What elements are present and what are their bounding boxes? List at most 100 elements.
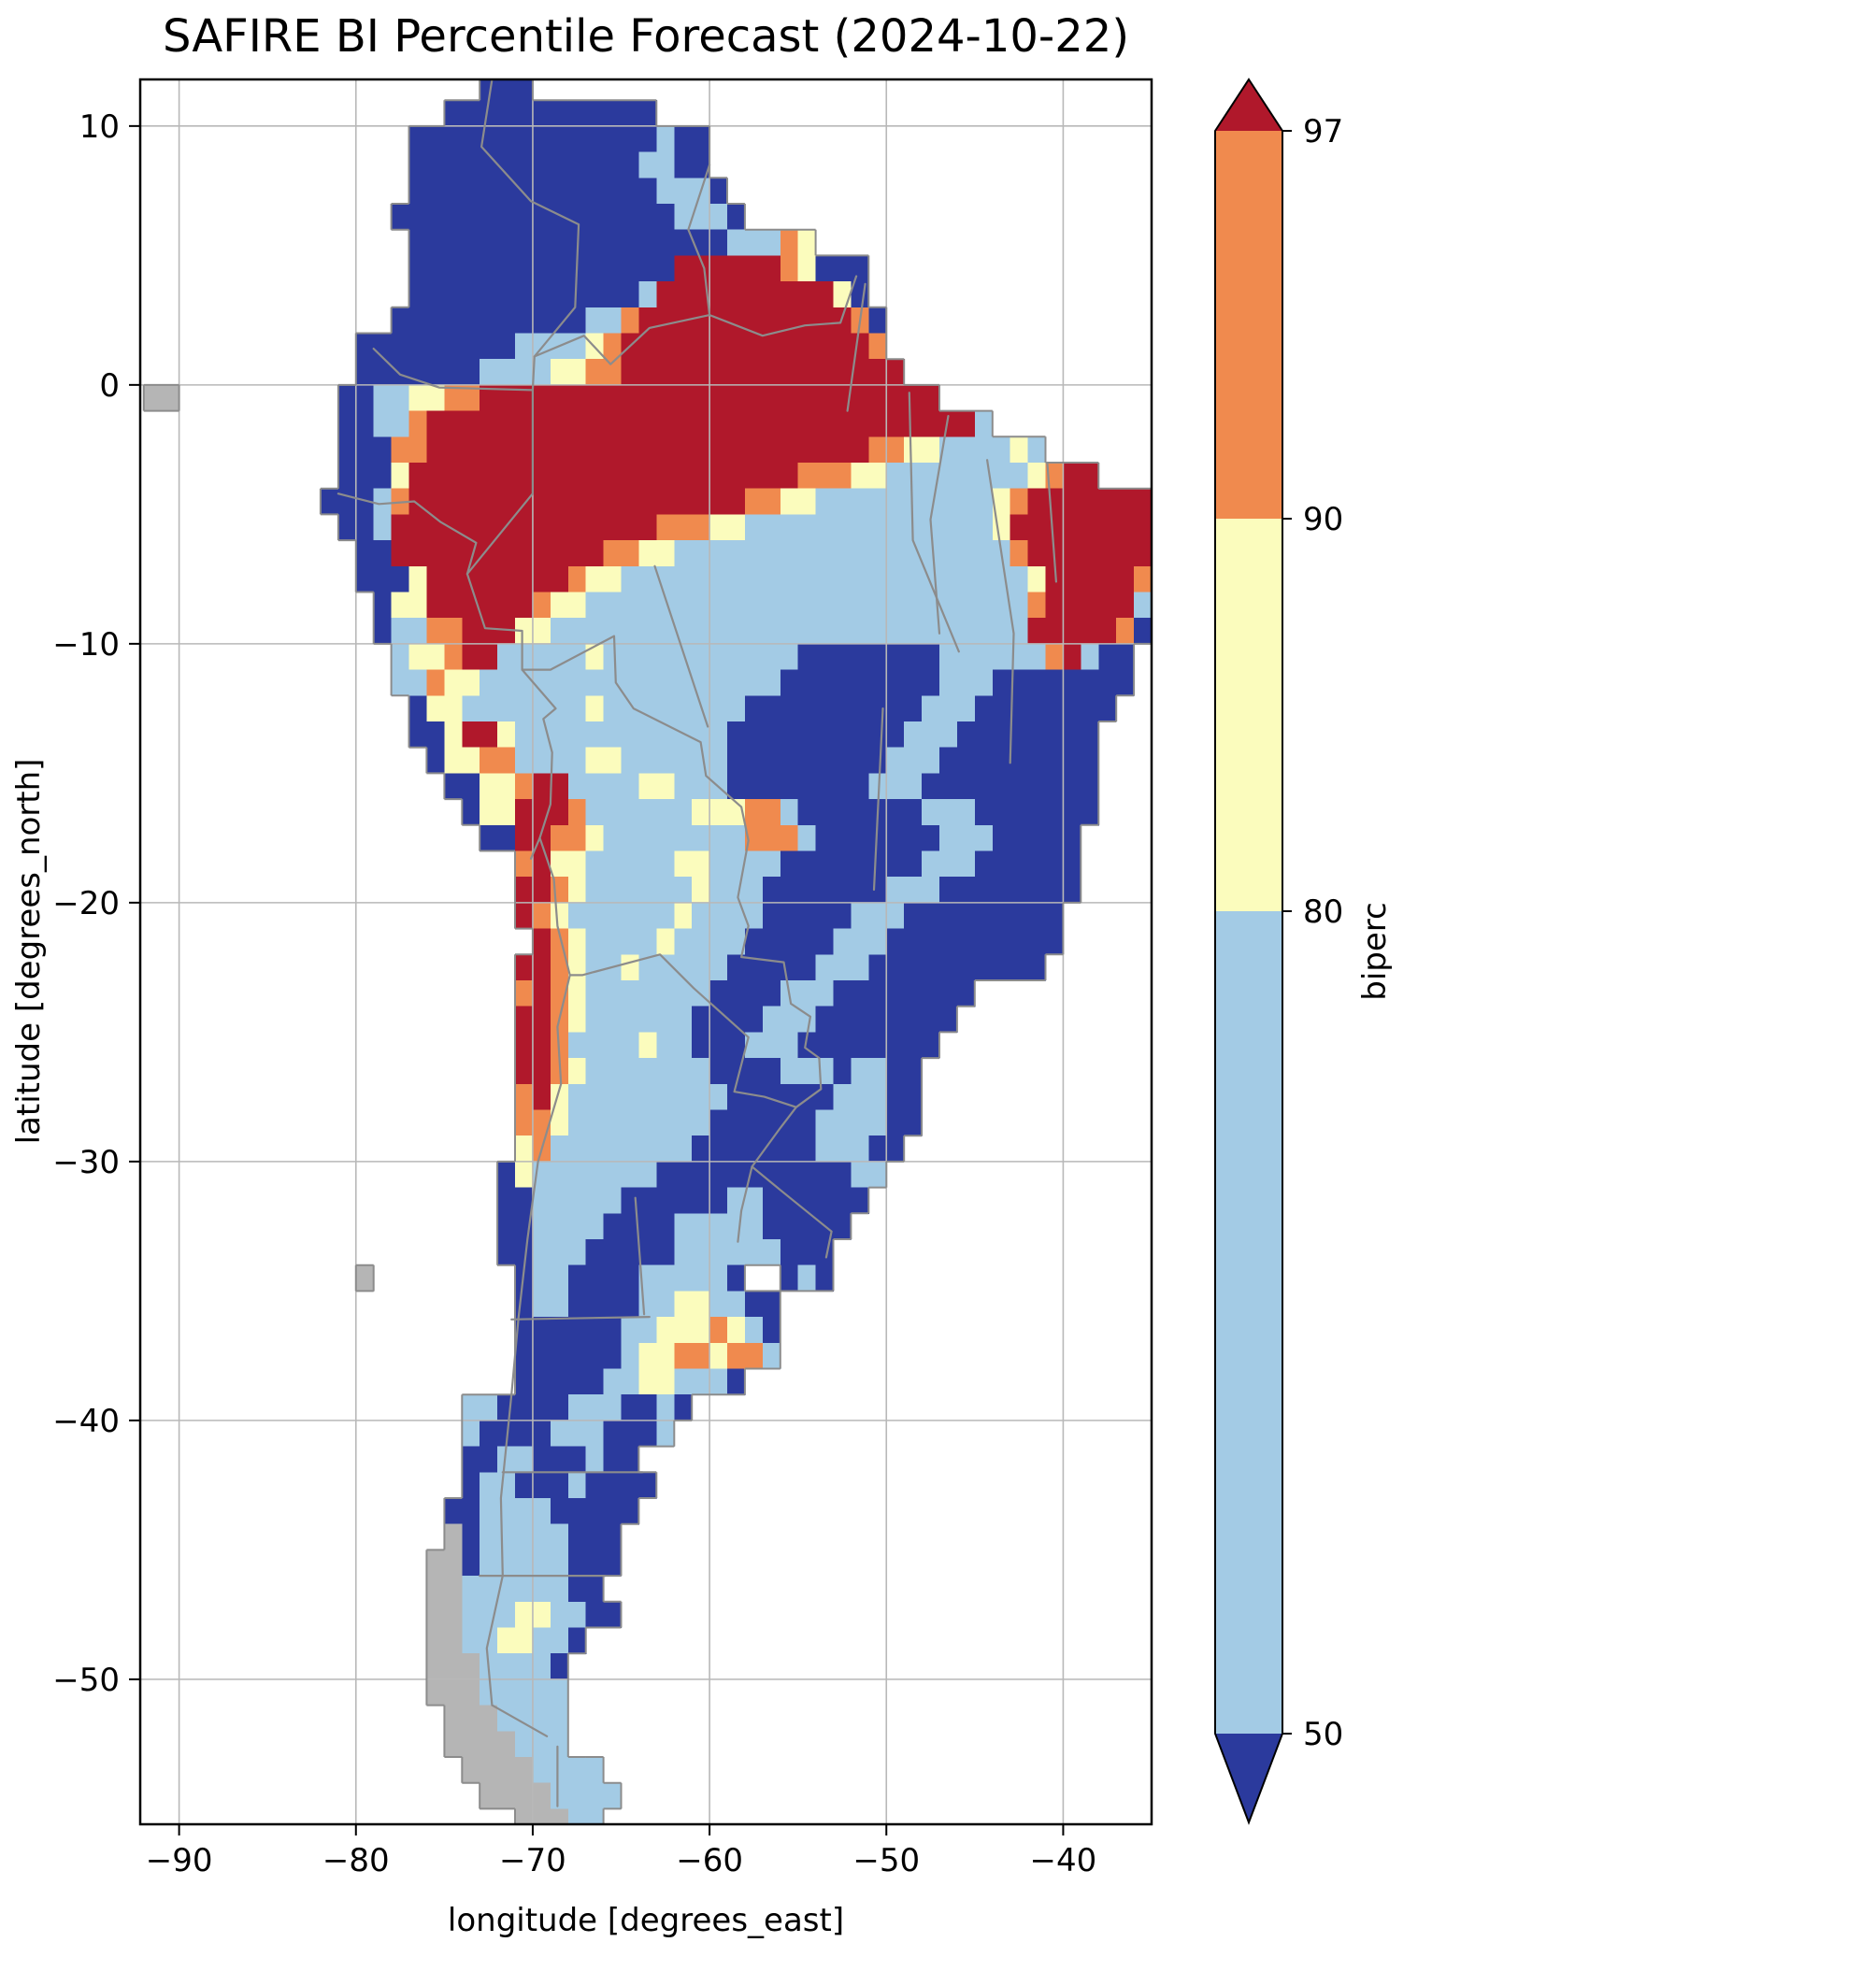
heatmap-cell-run (567, 1472, 587, 1499)
heatmap-cell-run (780, 255, 799, 282)
colorbar: 97 90 80 50 (1214, 78, 1343, 1825)
heatmap-cell-run (462, 695, 587, 722)
heatmap-cell-run (1027, 592, 1047, 619)
heatmap-cell-run (567, 928, 587, 955)
heatmap-cell-run (532, 1446, 587, 1473)
heatmap-cell-run (567, 1550, 623, 1577)
heatmap-cell-run (373, 488, 393, 515)
heatmap-cell-run (656, 1394, 675, 1421)
heatmap-cell-run (585, 1058, 710, 1085)
colorbar-label: biperc (1356, 902, 1394, 1000)
heatmap-cell-run (444, 1523, 463, 1550)
heatmap-cell-run (992, 824, 1081, 852)
heatmap-cell-run (585, 1601, 623, 1629)
heatmap-cell-run (709, 514, 746, 541)
heatmap-cell-run (585, 877, 693, 904)
country-border (737, 1165, 753, 1243)
heatmap-cell-run (567, 980, 587, 1007)
heatmap-cell-run (833, 1083, 887, 1111)
heatmap-cell-run (462, 1420, 480, 1448)
heatmap-cell-run (532, 902, 551, 930)
country-border (538, 836, 797, 1108)
heatmap-cell-run (532, 1291, 569, 1318)
heatmap-cell-run (550, 359, 587, 386)
heatmap-cell-run (1045, 592, 1135, 619)
y-axis-label: latitude [degrees_north] (10, 759, 48, 1145)
heatmap-cell-run (408, 281, 639, 308)
heatmap-cell-run (480, 79, 534, 101)
heatmap-cell-run (815, 1264, 835, 1292)
heatmap-cell-run (744, 514, 994, 541)
heatmap-cell-run (621, 359, 905, 386)
heatmap-cell-run (1010, 488, 1029, 515)
heatmap-cell-run (550, 954, 569, 981)
heatmap-cell-run (1045, 565, 1135, 593)
heatmap-cell-run (585, 1006, 693, 1033)
heatmap-cell-run (709, 1317, 728, 1344)
heatmap-cell-run (532, 1757, 605, 1784)
heatmap-cell-run (515, 1291, 534, 1318)
heatmap-cell-run (480, 1782, 551, 1809)
heatmap-cell-run (444, 1705, 498, 1732)
heatmap-cell-run (762, 1006, 817, 1033)
heatmap-cell-run (462, 1394, 498, 1421)
heatmap-cell-run (515, 1368, 605, 1395)
heatmap-cell-run (532, 1161, 657, 1189)
country-border (533, 164, 711, 365)
heatmap-cell-run (444, 721, 463, 749)
country-border (986, 459, 1015, 764)
heatmap-cell-run (426, 747, 445, 774)
heatmap-cell-run (1134, 592, 1152, 619)
heatmap-cell-run (922, 773, 1099, 800)
heatmap-cell-run (939, 436, 1011, 464)
heatmap-cell-run (480, 1678, 569, 1707)
heatmap-cell-run (1027, 436, 1047, 464)
heatmap-cell-run (1027, 540, 1152, 567)
colorbar-tick-label: 80 (1303, 893, 1343, 931)
heatmap-cell-run (480, 1653, 551, 1680)
heatmap-cell-run (426, 695, 463, 722)
heatmap-cell-run (744, 488, 781, 515)
heatmap-cell-run (480, 1550, 569, 1577)
heatmap-cell-run (391, 592, 427, 619)
heatmap-cell-run (780, 488, 817, 515)
heatmap-cell-run (674, 540, 1011, 567)
heatmap-cell-run (744, 695, 923, 722)
heatmap-cell-run (833, 928, 887, 955)
heatmap-cell-run (567, 1627, 587, 1654)
heatmap-cell-run (515, 1808, 569, 1824)
heatmap-cell-run (1027, 463, 1047, 490)
heatmap-cell-run (462, 799, 480, 826)
country-border (872, 707, 884, 892)
country-border (634, 1196, 646, 1316)
heatmap-cell-run (497, 1161, 516, 1189)
heatmap-cell-run (674, 1213, 764, 1240)
heatmap-cell-run (515, 850, 534, 878)
heatmap-cell-run (674, 1394, 693, 1421)
plot-frame (138, 78, 1153, 1826)
heatmap-cell-run (886, 1058, 923, 1085)
heatmap-cell-run (426, 1678, 480, 1707)
heatmap-cell-run (585, 850, 675, 878)
country-border (372, 348, 534, 392)
heatmap-cell-run (797, 1032, 940, 1059)
heatmap-cell-run (567, 1109, 710, 1136)
heatmap-cell-run (674, 204, 728, 231)
heatmap-cell-run (762, 877, 887, 904)
heatmap-cell-run (567, 773, 640, 800)
heatmap-cell-run (780, 1058, 835, 1085)
heatmap-cell-run (462, 1757, 534, 1784)
heatmap-cell-run (1010, 436, 1029, 464)
heatmap-cell-run (762, 1317, 781, 1344)
heatmap-cell-run (532, 1627, 569, 1654)
heatmap-cell-run (1010, 540, 1029, 567)
heatmap-cell-run (727, 747, 887, 774)
heatmap-cell-run (585, 824, 605, 852)
heatmap-cell-run (567, 1291, 640, 1318)
heatmap-cell-run (709, 1342, 728, 1370)
heatmap-cell-run (656, 928, 675, 955)
heatmap-cell-run (515, 1083, 534, 1111)
heatmap-cell-run (904, 902, 1064, 930)
heatmap-cell-run (515, 902, 534, 930)
heatmap-cell-run (603, 824, 746, 852)
